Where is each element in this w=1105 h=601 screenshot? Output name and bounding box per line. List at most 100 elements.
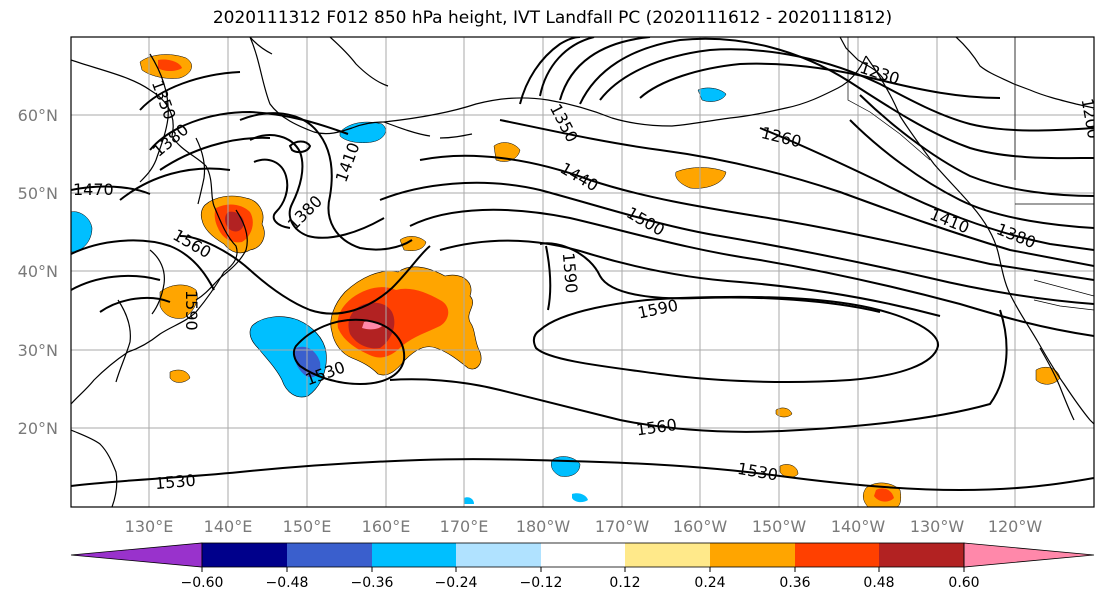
contour-label: 1590 <box>182 290 201 331</box>
colorbar-tick-label: 0.60 <box>948 575 979 591</box>
lon-label: 170°W <box>595 517 650 536</box>
lat-label: 60°N <box>18 106 58 125</box>
contour-1350-east <box>539 37 1094 229</box>
colorbar-tick-label: −0.24 <box>435 575 478 591</box>
contour-label: 1590 <box>559 252 581 294</box>
contour-1530-japan <box>71 239 215 291</box>
contour-ridge-1 <box>239 112 413 251</box>
colorbar-tick-label: −0.48 <box>266 575 309 591</box>
colorbar-tick-label: −0.12 <box>520 575 563 591</box>
colorbar-segment <box>879 543 964 567</box>
coast-alaska-south <box>383 55 867 127</box>
lat-label: 40°N <box>18 262 58 281</box>
colorbar-ticks <box>201 567 965 572</box>
contour-1560-north <box>539 242 881 313</box>
lon-label: 140°E <box>204 517 253 536</box>
ivt-positive-patch-far-south <box>779 464 799 478</box>
lon-label: 160°W <box>673 517 728 536</box>
coast-china-south <box>71 429 118 507</box>
coast-baja <box>1039 347 1075 421</box>
lon-label: 140°W <box>831 517 886 536</box>
map-panel: 1350 1380 1410 1470 1560 1590 1530 1380 … <box>71 37 1094 507</box>
contour-label: 1530 <box>154 471 196 493</box>
coast-canada <box>839 37 1094 109</box>
map-title: 2020111312 F012 850 hPa height, IVT Land… <box>212 8 893 28</box>
lon-label: 170°E <box>440 517 489 536</box>
map-frame <box>70 36 1095 508</box>
ivt-negative-patch-small-b <box>464 497 474 504</box>
ivt-positive-patch-170e <box>399 236 427 251</box>
contour-ridge-2 <box>249 134 385 239</box>
contour-1350-west <box>139 71 241 111</box>
colorbar-segment <box>202 543 287 567</box>
coast-philippines <box>115 299 131 383</box>
colorbar-segment <box>287 543 372 567</box>
colorbar-tick-label: 0.24 <box>694 575 725 591</box>
lat-label: 30°N <box>18 341 58 360</box>
contour-1560-south <box>389 309 1008 433</box>
ivt-positive-patch-gulf <box>675 167 727 189</box>
lon-label: 180°W <box>516 517 571 536</box>
colorbar-tick-label: 0.12 <box>609 575 640 591</box>
ivt-positive-patch-aleutian <box>493 142 521 162</box>
contour-1530-south <box>71 458 1094 492</box>
coast-alaska-west <box>249 37 385 135</box>
ivt-positive-dark-japan <box>225 211 244 232</box>
ivt-positive-patch-kamchatka-core <box>158 59 182 71</box>
contour-1590-japan <box>99 296 171 313</box>
contour-1530-north <box>439 239 941 317</box>
ivt-negative-patch-gulf-alaska <box>697 87 727 102</box>
colorbar-tick-label: 0.36 <box>779 575 810 591</box>
contour-1560-japan <box>71 274 161 291</box>
ivt-negative-patch-aleutian <box>339 121 386 143</box>
contour-ridge-3 <box>253 158 291 229</box>
ivt-positive-patch-south-core <box>874 488 894 502</box>
contour-1410-east <box>499 119 1094 267</box>
contour-1530-west-low <box>292 318 406 386</box>
colorbar-segment <box>625 543 710 567</box>
colorbar-tick-label: −0.60 <box>181 575 224 591</box>
contour-1380-west <box>149 110 349 151</box>
contour-1230 <box>639 62 1001 99</box>
coast-aleutian-chain <box>383 121 473 139</box>
contour-1470 <box>71 181 1094 305</box>
lat-label: 50°N <box>18 184 58 203</box>
colorbar-extend-max <box>963 542 1095 568</box>
contour-label: 1470 <box>73 180 114 199</box>
colorbar-segment <box>710 543 795 567</box>
colorbar-segment <box>372 543 456 567</box>
contour-1440-west <box>119 167 231 201</box>
colorbar-tick-label: 0.48 <box>863 575 894 591</box>
coast-bering <box>249 37 389 87</box>
coast-korea <box>149 249 165 315</box>
coast-japan <box>195 209 248 301</box>
colorbar-segment <box>541 543 625 567</box>
lon-label: 120°W <box>988 517 1043 536</box>
colorbar-tick-label: −0.36 <box>351 575 394 591</box>
contour-1410-west <box>159 136 271 171</box>
contour-1560-west <box>179 235 431 315</box>
contour-1590-ellipse <box>532 295 939 383</box>
contour-1290 <box>579 37 1094 160</box>
colorbar-segment <box>456 543 541 567</box>
contour-1440 <box>419 154 1094 281</box>
contour-low-sakhalin <box>288 140 312 154</box>
lon-label: 160°E <box>362 517 411 536</box>
colorbar: −0.60 −0.48 −0.36 −0.24 −0.12 0.12 0.24 … <box>70 542 1095 591</box>
height-contours <box>71 37 1094 492</box>
lon-label: 150°W <box>752 517 807 536</box>
ivt-negative-patch-small-a <box>572 493 588 503</box>
ivt-negative-core-south-japan <box>294 346 321 378</box>
contour-1260 <box>599 48 1094 132</box>
lon-axis: 130°E 140°E 150°E 160°E 170°E 180°W 170°… <box>125 517 1043 536</box>
colorbar-extend-min <box>70 542 203 568</box>
lat-label: 20°N <box>18 419 58 438</box>
contour-1500 <box>409 208 1094 337</box>
ivt-positive-patch-philippine <box>169 369 191 383</box>
contour-1590-label-segment <box>545 245 552 311</box>
lon-label: 130°W <box>910 517 965 536</box>
lon-label: 150°E <box>283 517 332 536</box>
lat-axis: 60°N 50°N 40°N 30°N 20°N <box>18 106 58 438</box>
lon-label: 130°E <box>125 517 174 536</box>
